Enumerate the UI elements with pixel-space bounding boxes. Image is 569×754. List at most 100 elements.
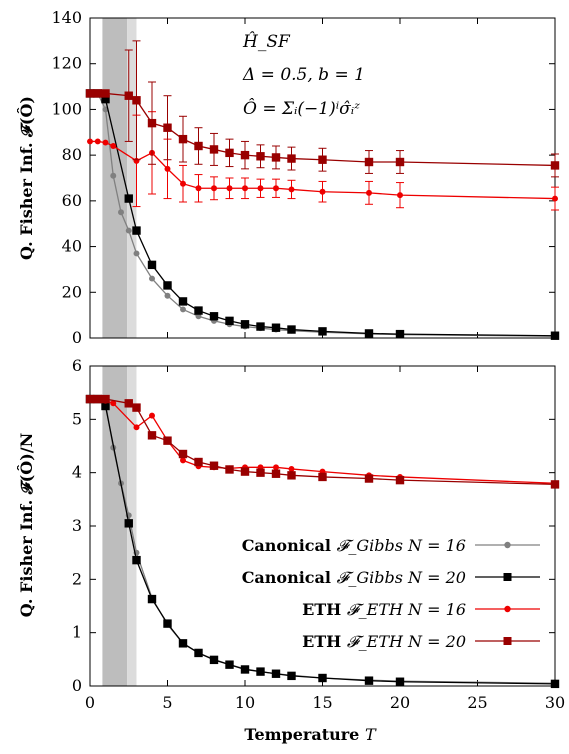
annotation-hamiltonian: Ĥ_SF [242, 31, 291, 52]
data-point [110, 400, 117, 407]
series-line [90, 92, 556, 337]
data-point [124, 91, 133, 100]
data-point [163, 619, 172, 628]
data-point [256, 322, 265, 331]
data-point [147, 118, 157, 128]
x-tick-label: 5 [162, 693, 172, 712]
data-point [195, 185, 202, 192]
series-2 [87, 111, 559, 211]
data-point [93, 394, 102, 404]
data-point [257, 185, 264, 192]
panel-bottom: 0 5 10 15 20 25 30 0 1 2 3 4 5 6 [72, 356, 565, 712]
data-point [163, 281, 172, 290]
legend-marker-3 [503, 637, 512, 645]
legend-label-rest: 𝓕_Gibbs N = 16 [337, 536, 466, 555]
y-tick-label: 80 [62, 145, 82, 164]
data-point [124, 519, 133, 528]
legend: Canonical 𝓕_Gibbs N = 16 Canonical 𝓕_Gibb… [242, 536, 540, 651]
y-tick-label: 140 [51, 8, 82, 27]
data-point [550, 480, 560, 489]
data-point [395, 157, 405, 167]
data-point [225, 660, 234, 669]
data-point [240, 320, 250, 329]
y-tick-label: 1 [72, 623, 82, 642]
data-point [118, 209, 124, 216]
y-tick-label: 40 [62, 237, 82, 256]
data-point [194, 648, 203, 658]
data-point [194, 141, 203, 151]
legend-label-3: ETH 𝓕_ETH N = 20 [302, 632, 466, 651]
data-point [550, 679, 560, 689]
series-3 [85, 40, 560, 178]
data-point [124, 399, 133, 408]
y-axis-label-bottom: Q. Fisher Inf. 𝓕(Ô)/N [16, 433, 36, 617]
y-tick-label: 20 [62, 282, 82, 301]
y-tick-label: 2 [72, 569, 82, 588]
data-point [209, 312, 219, 321]
data-point [94, 138, 101, 145]
annotation-params: Δ = 0.5, b = 1 [242, 65, 365, 85]
data-point [132, 555, 141, 565]
y-tick-label: 100 [51, 99, 82, 118]
data-point [318, 327, 327, 336]
legend-label-1: Canonical 𝓕_Gibbs N = 20 [242, 568, 466, 587]
data-point [133, 250, 140, 257]
data-point [101, 89, 110, 98]
data-point [256, 667, 265, 676]
data-point [271, 469, 281, 478]
data-point [180, 457, 186, 464]
data-point [178, 297, 188, 306]
data-point [395, 677, 405, 686]
data-point [164, 165, 171, 172]
data-point [147, 431, 157, 440]
data-point [178, 134, 188, 144]
data-point [395, 475, 405, 485]
data-point [225, 148, 234, 158]
y-tick-label: 120 [51, 54, 82, 73]
series-1 [85, 89, 560, 340]
data-point [101, 394, 110, 404]
data-point [550, 161, 560, 170]
data-point [180, 306, 186, 313]
data-point [93, 89, 102, 98]
data-point [225, 316, 234, 326]
data-point [273, 464, 279, 471]
data-point [163, 436, 172, 445]
data-point [132, 403, 141, 412]
data-point [149, 275, 155, 282]
data-point [550, 331, 560, 340]
data-point [124, 194, 133, 203]
shaded-band-0 [102, 366, 128, 686]
annotation-block: Ĥ_SF Δ = 0.5, b = 1 Ô = Σᵢ(−1)ⁱσ̂ᵢᶻ [242, 31, 365, 119]
data-point [287, 471, 296, 480]
legend-marker-2 [504, 605, 511, 613]
data-point [110, 143, 117, 149]
shaded-band-1 [127, 18, 137, 338]
data-point [209, 145, 219, 154]
y-axis-label-top: Q. Fisher Inf. 𝓕(Ô) [16, 96, 36, 260]
data-point [288, 465, 295, 472]
data-point [273, 185, 279, 192]
data-point [256, 468, 265, 477]
data-point [240, 150, 250, 160]
data-point [240, 467, 250, 476]
data-point [288, 186, 295, 193]
data-point [102, 139, 109, 146]
data-point [195, 313, 202, 320]
legend-label-bold: Canonical [242, 568, 337, 587]
data-point [132, 226, 141, 235]
data-point [133, 424, 140, 431]
y-tick-label: 0 [72, 676, 82, 695]
data-point [147, 260, 157, 270]
data-point [85, 394, 95, 404]
data-point [552, 195, 558, 202]
data-point [178, 639, 188, 648]
data-point [366, 189, 372, 196]
legend-label-bold: Canonical [242, 536, 337, 555]
data-point [397, 192, 403, 199]
legend-label-2: ETH 𝓕_ETH N = 16 [302, 600, 466, 619]
legend-label-bold: ETH [302, 632, 347, 651]
data-point [180, 180, 186, 187]
y-tick-label: 5 [72, 409, 82, 428]
data-point [149, 412, 155, 419]
